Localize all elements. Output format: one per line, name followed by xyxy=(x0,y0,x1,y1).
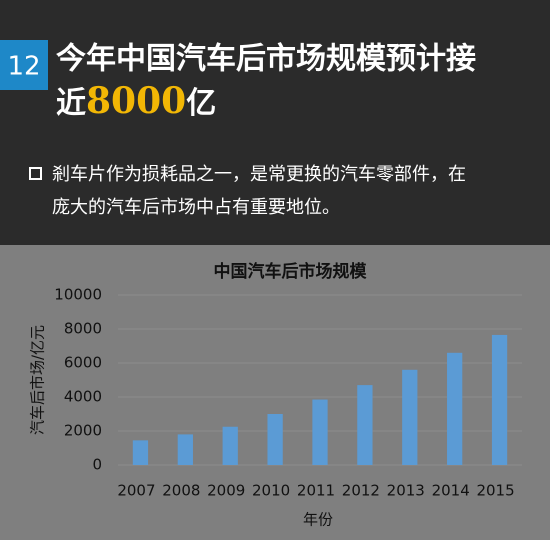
title-text: 亿 xyxy=(186,86,216,121)
bar xyxy=(132,440,149,465)
bar xyxy=(312,399,328,465)
number-badge xyxy=(0,40,48,90)
x-tick-label: 2015 xyxy=(476,482,514,500)
bar xyxy=(267,414,283,465)
x-tick-label: 2007 xyxy=(117,482,155,500)
y-tick-label: 0 xyxy=(92,456,102,474)
bar xyxy=(357,385,373,465)
y-tick-label: 2000 xyxy=(64,422,102,440)
bar xyxy=(402,369,418,465)
bar xyxy=(447,352,463,465)
x-tick-label: 2013 xyxy=(387,482,425,500)
x-tick-label: 2011 xyxy=(297,482,335,500)
bullet-text: 剎车片作为损耗品之一，是常更换的汽车零部件，在 xyxy=(52,164,466,185)
title-text: 近 xyxy=(56,86,86,121)
title-line: 今年中国汽车后市场规模预计接 xyxy=(56,42,476,77)
title-highlight: 8000 xyxy=(86,80,186,122)
bar xyxy=(177,434,193,465)
y-axis-label: 汽车后市场/亿元 xyxy=(29,325,47,435)
y-tick-label: 8000 xyxy=(64,320,102,338)
x-tick-label: 2008 xyxy=(162,482,200,500)
bullet-icon xyxy=(29,167,42,180)
header-background xyxy=(0,0,550,245)
x-tick-label: 2012 xyxy=(342,482,380,500)
x-tick-label: 2014 xyxy=(432,482,470,500)
x-tick-label: 2009 xyxy=(207,482,245,500)
section-number: 12 xyxy=(7,52,40,82)
y-tick-label: 4000 xyxy=(64,388,102,406)
y-tick-label: 6000 xyxy=(64,354,102,372)
x-tick-label: 2010 xyxy=(252,482,290,500)
chart-title: 中国汽车后市场规模 xyxy=(214,261,368,282)
title-line: 近8000亿 xyxy=(56,80,216,122)
y-tick-label: 10000 xyxy=(54,286,102,304)
bar xyxy=(222,426,238,465)
x-axis-label: 年份 xyxy=(303,511,333,529)
bullet-text: 庞大的汽车后市场中占有重要地位。 xyxy=(52,197,340,218)
bar xyxy=(491,334,508,465)
